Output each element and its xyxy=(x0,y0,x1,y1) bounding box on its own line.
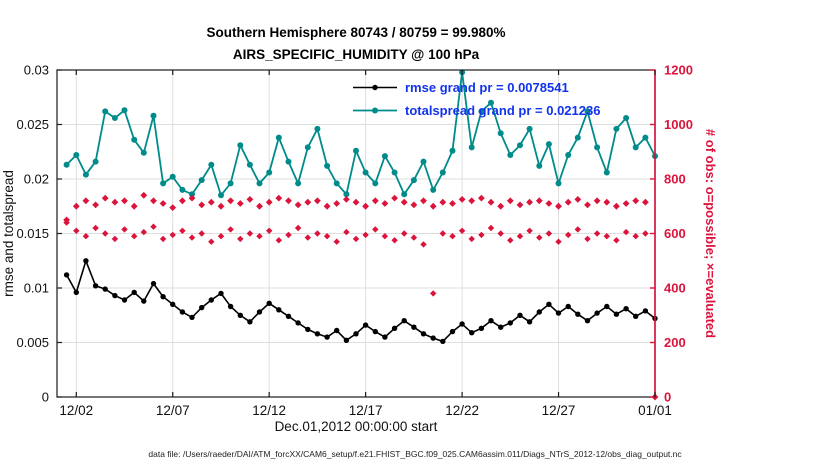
svg-text:0.03: 0.03 xyxy=(24,63,49,78)
chart-title: Southern Hemisphere 80743 / 80759 = 99.9… xyxy=(206,25,506,40)
svg-text:12/27: 12/27 xyxy=(542,403,576,418)
svg-text:12/12: 12/12 xyxy=(252,403,286,418)
data-file-path: data file: /Users/raeder/DAI/ATM_forcXX/… xyxy=(148,449,682,459)
svg-text:1000: 1000 xyxy=(664,117,693,132)
svg-text:0.025: 0.025 xyxy=(16,117,49,132)
legend: rmse grand pr = 0.0078541 totalspread gr… xyxy=(352,76,600,122)
legend-item-totalspread: totalspread grand pr = 0.021236 xyxy=(352,99,600,122)
svg-text:0.01: 0.01 xyxy=(24,281,49,296)
svg-text:12/17: 12/17 xyxy=(349,403,383,418)
svg-text:0.015: 0.015 xyxy=(16,226,49,241)
svg-text:0.005: 0.005 xyxy=(16,335,49,350)
svg-text:800: 800 xyxy=(664,172,686,187)
svg-text:12/22: 12/22 xyxy=(445,403,479,418)
svg-text:600: 600 xyxy=(664,226,686,241)
svg-text:01/01: 01/01 xyxy=(638,403,672,418)
svg-text:0: 0 xyxy=(42,390,49,405)
legend-item-rmse: rmse grand pr = 0.0078541 xyxy=(352,76,600,99)
chart-subtitle: AIRS_SPECIFIC_HUMIDITY @ 100 hPa xyxy=(232,47,480,62)
svg-text:rmse and totalspread: rmse and totalspread xyxy=(1,170,16,297)
rmse-line-marker-icon xyxy=(353,84,397,91)
legend-label-totalspread: totalspread grand pr = 0.021236 xyxy=(405,103,601,118)
legend-label-rmse: rmse grand pr = 0.0078541 xyxy=(405,80,569,95)
svg-text:0.02: 0.02 xyxy=(24,172,49,187)
svg-text:12/02: 12/02 xyxy=(59,403,93,418)
svg-text:# of obs: o=possible; ×=evalua: # of obs: o=possible; ×=evaluated xyxy=(703,129,718,338)
svg-text:0: 0 xyxy=(664,390,671,405)
svg-text:200: 200 xyxy=(664,335,686,350)
x-axis-label: Dec.01,2012 00:00:00 start xyxy=(274,419,438,434)
svg-text:12/07: 12/07 xyxy=(156,403,190,418)
svg-text:1200: 1200 xyxy=(664,63,693,78)
svg-text:400: 400 xyxy=(664,281,686,296)
totalspread-line-marker-icon xyxy=(353,107,397,114)
